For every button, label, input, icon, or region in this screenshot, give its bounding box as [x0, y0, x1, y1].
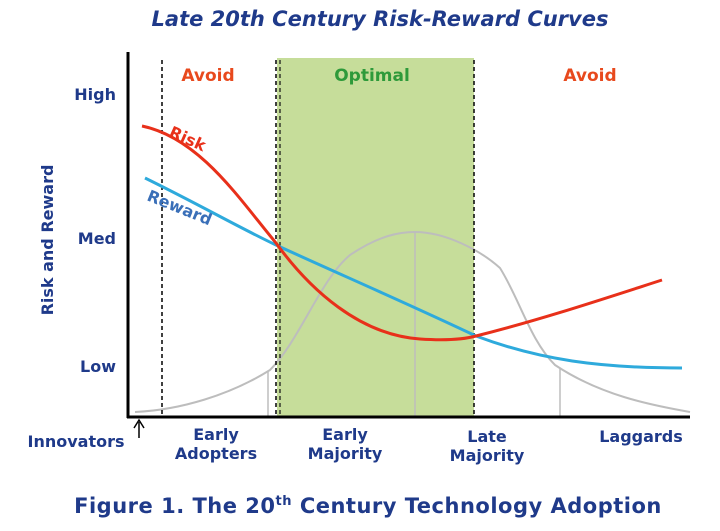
- zone-label-avoid-left: Avoid: [181, 66, 234, 86]
- caption-prefix: Figure 1. The 20: [74, 494, 275, 518]
- zone-label-avoid-right: Avoid: [563, 66, 616, 86]
- y-tick-high: High: [74, 85, 116, 104]
- reward-series-line: [144, 176, 683, 370]
- x-label-early-adopters-line1: Early: [193, 425, 239, 444]
- chart-title: Late 20th Century Risk-Reward Curves: [152, 7, 609, 31]
- x-label-laggards: Laggards: [599, 427, 683, 446]
- innovators-arrow-head: [133, 418, 145, 429]
- risk-series-line: [141, 124, 663, 342]
- caption-suffix: Century Technology Adoption: [292, 494, 662, 518]
- y-tick-med: Med: [78, 229, 116, 248]
- y-tick-low: Low: [80, 357, 116, 376]
- x-label-early-adopters-line2: Adopters: [175, 444, 257, 463]
- figure-caption: Figure 1. The 20th Century Technology Ad…: [74, 494, 662, 518]
- caption-superscript: th: [276, 494, 292, 509]
- risk-series-label: Risk: [166, 122, 209, 155]
- x-label-late-majority-line1: Late: [467, 427, 507, 446]
- x-label-innovators: Innovators: [27, 432, 124, 451]
- zone-label-optimal: Optimal: [334, 66, 410, 86]
- y-axis-label: Risk and Reward: [38, 165, 57, 316]
- reward-series-label: Reward: [145, 186, 215, 229]
- optimal-zone: [277, 58, 474, 416]
- x-label-late-majority-line2: Majority: [450, 446, 525, 465]
- x-label-early-majority-line2: Majority: [308, 444, 383, 463]
- x-label-early-majority-line1: Early: [322, 425, 368, 444]
